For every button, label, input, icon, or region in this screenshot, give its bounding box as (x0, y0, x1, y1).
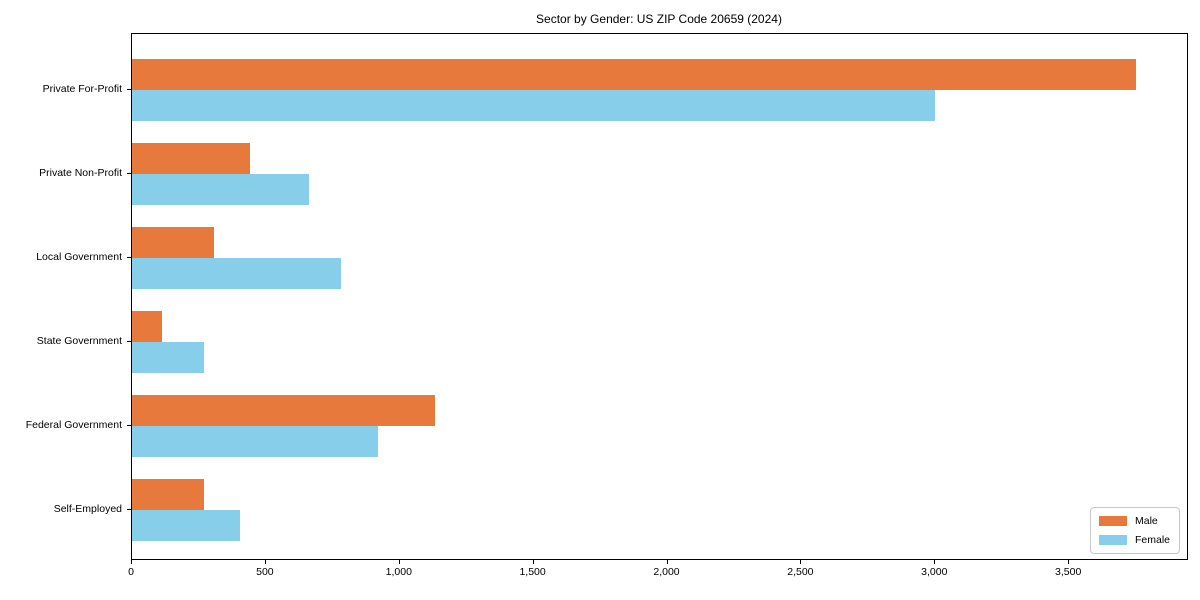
bar-male-2 (132, 227, 214, 258)
x-tick-mark (131, 560, 132, 564)
x-tick-label: 1,500 (519, 566, 546, 578)
bar-female-1 (132, 174, 309, 205)
x-tick-mark (934, 560, 936, 564)
legend-swatch-male-icon (1099, 516, 1127, 526)
x-tick-label: 2,000 (653, 566, 680, 578)
y-tick-label: Private For-Profit (42, 83, 122, 95)
x-tick-mark (264, 560, 266, 564)
x-tick-label: 1,000 (385, 566, 412, 578)
y-tick-mark (127, 257, 131, 258)
x-tick-mark (666, 560, 668, 564)
bar-male-1 (132, 143, 250, 174)
y-tick-mark (127, 341, 131, 342)
x-tick-mark (398, 560, 400, 564)
y-tick-label: State Government (36, 335, 122, 347)
y-tick-mark (127, 173, 131, 174)
bar-male-0 (132, 59, 1137, 90)
y-tick-label: Local Government (36, 251, 122, 263)
legend-label-female: Female (1135, 534, 1171, 546)
legend-label-male: Male (1135, 515, 1158, 527)
y-tick-mark (127, 509, 131, 510)
chart-title: Sector by Gender: US ZIP Code 20659 (202… (536, 12, 782, 26)
y-tick-label: Federal Government (25, 419, 122, 431)
bar-female-3 (132, 342, 205, 373)
bar-female-4 (132, 426, 379, 457)
bar-female-5 (132, 510, 241, 541)
bar-female-2 (132, 258, 341, 289)
y-tick-mark (127, 89, 131, 90)
x-tick-label: 3,000 (921, 566, 948, 578)
plot-area (131, 33, 1188, 560)
legend: Male Female (1090, 507, 1180, 554)
bar-female-0 (132, 90, 936, 121)
y-tick-label: Private Non-Profit (39, 167, 122, 179)
x-tick-mark (800, 560, 802, 564)
bar-male-4 (132, 395, 435, 426)
x-tick-label: 3,500 (1055, 566, 1082, 578)
x-tick-label: 0 (128, 566, 134, 578)
bar-male-5 (132, 479, 205, 510)
y-tick-mark (127, 425, 131, 426)
legend-item-female: Female (1099, 534, 1171, 546)
x-tick-mark (1068, 560, 1070, 564)
x-tick-mark (532, 560, 534, 564)
legend-swatch-female-icon (1099, 535, 1127, 545)
y-tick-label: Self-Employed (53, 503, 122, 515)
x-tick-label: 2,500 (787, 566, 814, 578)
y-axis-labels: Private For-Profit Private Non-Profit Loca… (0, 33, 122, 559)
x-tick-label: 500 (256, 566, 274, 578)
bar-male-3 (132, 311, 162, 342)
legend-item-male: Male (1099, 515, 1171, 527)
